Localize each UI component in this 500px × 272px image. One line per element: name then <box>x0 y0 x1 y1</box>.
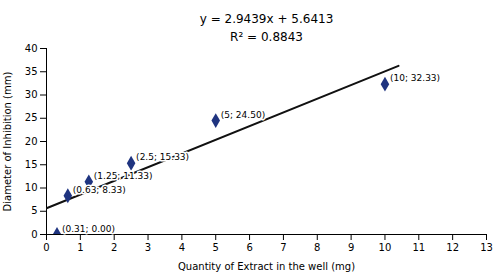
svg-text:30: 30 <box>25 89 38 100</box>
svg-text:12: 12 <box>446 242 459 253</box>
svg-text:7: 7 <box>280 242 286 253</box>
svg-text:(10; 32.33): (10; 32.33) <box>390 73 440 83</box>
svg-text:R² = 0.8843: R² = 0.8843 <box>230 30 303 44</box>
svg-text:11: 11 <box>412 242 425 253</box>
svg-text:(1.25; 11.33): (1.25; 11.33) <box>94 171 153 181</box>
svg-text:20: 20 <box>25 136 38 147</box>
svg-text:9: 9 <box>348 242 354 253</box>
svg-text:5: 5 <box>31 205 37 216</box>
svg-text:8: 8 <box>314 242 320 253</box>
svg-text:35: 35 <box>25 66 38 77</box>
svg-text:(0.31; 0.00): (0.31; 0.00) <box>62 224 115 234</box>
svg-text:25: 25 <box>25 112 38 123</box>
svg-text:(2.5; 15.33): (2.5; 15.33) <box>136 152 189 162</box>
svg-text:3: 3 <box>145 242 151 253</box>
svg-text:5: 5 <box>213 242 219 253</box>
svg-text:13: 13 <box>480 242 493 253</box>
svg-text:40: 40 <box>25 43 38 54</box>
svg-text:1: 1 <box>77 242 83 253</box>
svg-text:Diameter of Inhibition (mm): Diameter of Inhibition (mm) <box>2 71 13 211</box>
svg-text:Quantity of Extract in the wel: Quantity of Extract in the well (mg) <box>178 261 355 272</box>
svg-text:10: 10 <box>25 182 38 193</box>
svg-text:(0.63; 8.33): (0.63; 8.33) <box>73 185 126 195</box>
svg-text:4: 4 <box>179 242 185 253</box>
svg-text:0: 0 <box>31 229 37 240</box>
svg-text:2: 2 <box>111 242 117 253</box>
svg-text:15: 15 <box>25 159 38 170</box>
svg-text:6: 6 <box>246 242 252 253</box>
svg-text:0: 0 <box>43 242 49 253</box>
svg-text:10: 10 <box>379 242 392 253</box>
svg-text:(5; 24.50): (5; 24.50) <box>221 110 265 120</box>
svg-text:y = 2.9439x + 5.6413: y = 2.9439x + 5.6413 <box>200 12 334 26</box>
